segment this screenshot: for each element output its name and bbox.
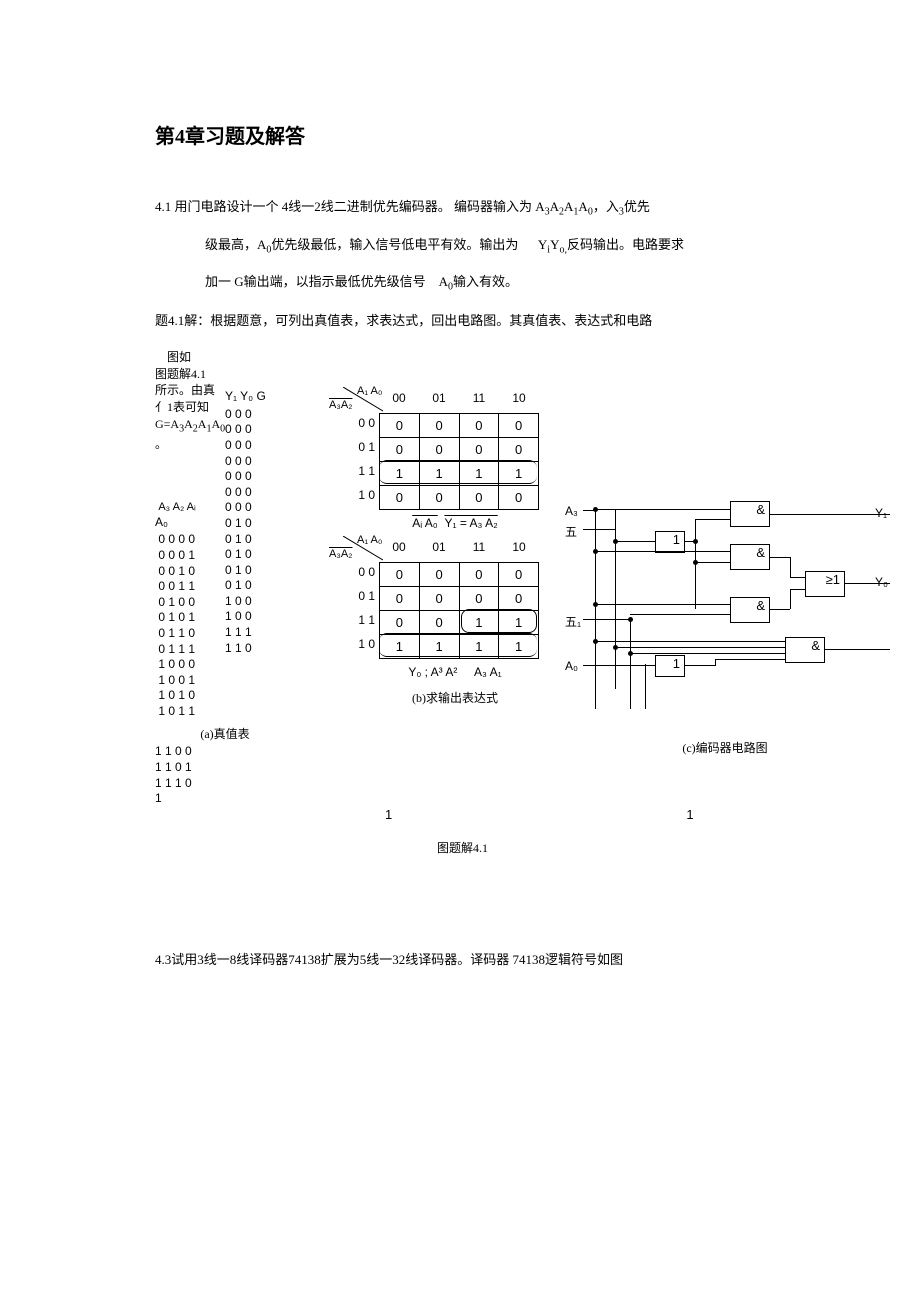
kmap-y0: A₁ A₀ A₃A₂ 00011110 0000000000111111 0 0… [335,538,545,659]
and-gate: & [730,501,770,527]
and-gate: & [785,637,825,663]
truth-inputs: 0 0 0 0 0 0 0 1 0 0 1 0 0 0 1 1 0 1 0 0 … [155,532,225,719]
figure-4-1: 图如 图题解4.1 所示。由真 亻1表可知 G=A3A2A1A0 。 A₃ A₂… [155,349,770,809]
in-a3: A₃ [565,504,578,518]
kmap-side-var: A₃A₂ [329,548,352,560]
kmap-side-var: A₃A₂ [329,399,352,411]
or-gate: ≥1 [805,571,845,597]
and-gate: & [730,597,770,623]
chapter-title: 第4章习题及解答 [155,120,770,149]
truth-inputs-header: A₃ A₂ AᵢA₀ [155,499,225,530]
p1-line1: 4.1 用门电路设计一个 4线一2线二进制优先编码器。 编码器输入为 A3A2A… [155,199,650,214]
circuit-column: A₃ 五 五₁ A₀ 1 1 & & & & ≥1 [555,509,895,756]
figure-caption: 图题解4.1 [155,839,770,856]
in-a1: 五₁ [565,613,581,630]
problem-4-3: 4.3试用3线一8线译码器74138扩展为5线一32线译码器。译码器 74138… [155,949,770,968]
in-a2: 五 [565,523,577,540]
out-y0: Y₀ [875,575,888,589]
not-gate: 1 [655,655,685,677]
problem-4-1: 4.1 用门电路设计一个 4线一2线二进制优先编码器。 编码器输入为 A3A2A… [155,189,770,302]
p1-line3: 加一 G输出端，以指示最低优先级信号 A0输入有效。 [155,264,770,302]
truth-table-column: 图如 图题解4.1 所示。由真 亻1表可知 G=A3A2A1A0 。 A₃ A₂… [155,349,295,807]
circuit-caption: (c)编码器电路图 [555,739,895,756]
truth-outputs: 0 0 00 0 00 0 00 0 00 0 00 0 00 0 00 1 0… [225,407,285,657]
out-y1: Y₁ [875,506,887,520]
solution-4-1-intro: 题4.1解：根据题意，可列出真值表，求表达式，回出电路图。其真值表、表达式和电路 [155,310,770,329]
truth-table-caption: (a)真值表 [155,725,295,742]
and-gate: & [730,544,770,570]
in-a0: A₀ [565,659,578,673]
truth-outputs-header: Y₁ Y₀ G [225,389,285,405]
kmap-y1: A₁ A₀ A₃A₂ 00011110 0000000011110000 0 0… [335,389,545,510]
encoder-circuit: A₃ 五 五₁ A₀ 1 1 & & & & ≥1 [555,509,895,739]
truth-tail: 1 1 0 01 1 0 11 1 1 01 [155,744,295,806]
not-gate: 1 [655,531,685,553]
p1-line2: 级最高，A0优先级最低，输入信号低电平有效。输出为 YiYo,反码输出。电路要求 [155,227,770,265]
